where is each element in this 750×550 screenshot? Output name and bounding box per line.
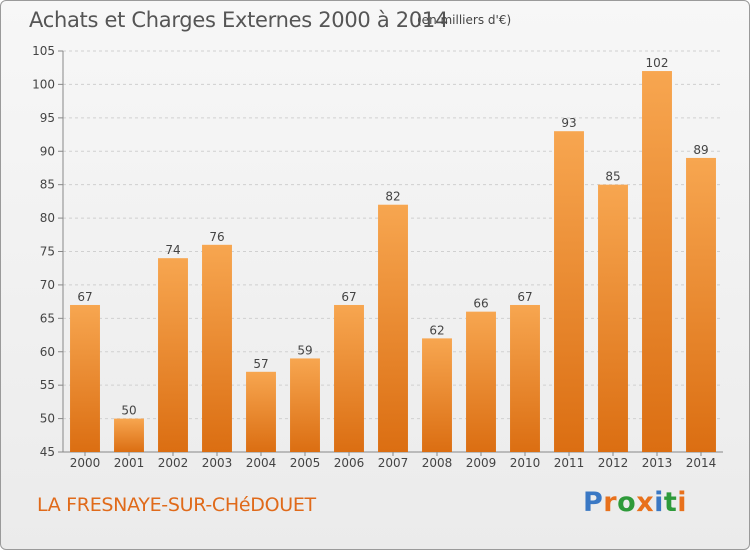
x-tick-label-2007: 2007 xyxy=(378,456,409,470)
x-tick-label-2013: 2013 xyxy=(642,456,673,470)
data-label-2004: 57 xyxy=(253,357,268,371)
data-label-2001: 50 xyxy=(121,404,136,418)
logo-letter: o xyxy=(617,487,637,518)
bar-2003 xyxy=(202,244,232,452)
x-tick-label-2005: 2005 xyxy=(290,456,321,470)
y-tick-label: 95 xyxy=(40,111,55,125)
x-tick-label-2012: 2012 xyxy=(598,456,629,470)
chart-title: Achats et Charges Externes 2000 à 2014 xyxy=(29,8,449,32)
y-tick-label: 75 xyxy=(40,245,55,259)
logo-letter: P xyxy=(583,487,604,518)
proxiti-logo: Proxiti xyxy=(583,487,687,518)
logo-letter: r xyxy=(603,487,618,518)
data-label-2010: 67 xyxy=(517,290,532,304)
bar-2012 xyxy=(598,184,628,452)
chart-unit: (en milliers d'€) xyxy=(417,13,512,27)
data-label-2007: 82 xyxy=(385,190,400,204)
data-label-2008: 62 xyxy=(429,323,444,337)
y-tick-label: 85 xyxy=(40,178,55,192)
data-label-2009: 66 xyxy=(473,297,488,311)
x-tick-label-2010: 2010 xyxy=(510,456,541,470)
bar-2004 xyxy=(246,371,276,452)
x-tick-label-2009: 2009 xyxy=(466,456,497,470)
x-tick-label-2014: 2014 xyxy=(686,456,717,470)
x-tick-label-2006: 2006 xyxy=(334,456,365,470)
x-tick-label-2011: 2011 xyxy=(554,456,585,470)
x-tick-label-2004: 2004 xyxy=(246,456,277,470)
data-label-2013: 102 xyxy=(646,56,669,70)
data-label-2012: 85 xyxy=(605,170,620,184)
logo-letter: x xyxy=(636,487,655,518)
bar-2002 xyxy=(158,258,188,452)
data-label-2014: 89 xyxy=(693,143,708,157)
data-label-2006: 67 xyxy=(341,290,356,304)
commune-name: LA FRESNAYE-SUR-CHéDOUET xyxy=(37,494,316,516)
y-tick-label: 45 xyxy=(40,445,55,459)
x-tick-label-2003: 2003 xyxy=(202,456,233,470)
bar-2013 xyxy=(642,71,672,453)
data-label-2000: 67 xyxy=(77,290,92,304)
y-tick-label: 70 xyxy=(40,278,55,292)
y-tick-label: 60 xyxy=(40,345,55,359)
x-tick-label-2008: 2008 xyxy=(422,456,453,470)
logo-letter: t xyxy=(663,487,678,518)
x-tick-label-2002: 2002 xyxy=(158,456,189,470)
bar-2006 xyxy=(334,304,364,452)
bar-2010 xyxy=(510,304,540,452)
y-tick-label: 105 xyxy=(32,44,55,58)
x-tick-label-2001: 2001 xyxy=(114,456,145,470)
y-tick-label: 50 xyxy=(40,412,55,426)
logo-letter: i xyxy=(654,487,664,518)
bar-2005 xyxy=(290,358,320,452)
bar-2009 xyxy=(466,311,496,452)
y-tick-label: 65 xyxy=(40,311,55,325)
bar-2001 xyxy=(114,418,144,452)
bar-2000 xyxy=(70,304,100,452)
logo-letter: i xyxy=(677,487,688,518)
data-label-2002: 74 xyxy=(165,243,180,257)
y-tick-label: 80 xyxy=(40,211,55,225)
data-label-2011: 93 xyxy=(561,116,576,130)
data-label-2005: 59 xyxy=(297,343,312,357)
x-tick-label-2000: 2000 xyxy=(70,456,101,470)
bar-2014 xyxy=(686,157,716,452)
bar-2011 xyxy=(554,131,584,452)
bar-2008 xyxy=(422,338,452,452)
y-tick-label: 100 xyxy=(32,77,55,91)
y-tick-label: 90 xyxy=(40,144,55,158)
y-tick-label: 55 xyxy=(40,378,55,392)
bar-2007 xyxy=(378,204,408,452)
data-label-2003: 76 xyxy=(209,230,224,244)
